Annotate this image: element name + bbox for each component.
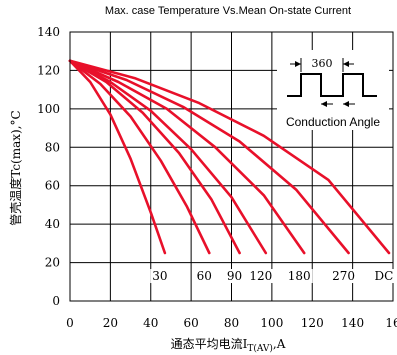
x-tick-label: 60 <box>183 316 198 330</box>
x-tick-label: 0 <box>66 316 74 330</box>
series-label-270: 270 <box>332 269 355 283</box>
series-label-120: 120 <box>249 269 272 283</box>
series-line-DC <box>68 59 391 255</box>
y-axis-label: 管壳温度Tc(max),°C <box>8 110 23 225</box>
x-tick-label: 20 <box>103 316 118 330</box>
x-tick-label: 40 <box>143 316 158 330</box>
angle-arrowhead-right <box>343 61 349 67</box>
x-tick-label: 120 <box>301 316 324 330</box>
y-tick-label: 80 <box>45 140 60 154</box>
series-label-90: 90 <box>227 269 242 283</box>
x-tick-label: 100 <box>260 316 283 330</box>
series-line-120 <box>68 59 268 255</box>
x-tick-label: 140 <box>341 316 364 330</box>
x-tick-label: 16 <box>385 316 397 330</box>
series-label-30: 30 <box>152 269 167 283</box>
series-line-30 <box>68 59 167 255</box>
y-tick-label: 40 <box>45 217 60 231</box>
y-tick-label: 20 <box>45 256 60 270</box>
series-label-bg <box>372 269 396 284</box>
series-label-DC: DC <box>375 269 394 283</box>
series-label-bg <box>285 269 313 284</box>
inset-caption: Conduction Angle <box>286 115 380 129</box>
series-line-90 <box>68 59 241 255</box>
series-labels: 30 60 90 120 180 270 DC <box>150 269 396 284</box>
angle-arrowhead-left <box>295 61 301 67</box>
conduction-arrowhead-right <box>343 101 349 107</box>
y-tick-label: 60 <box>45 179 60 193</box>
series-line-270 <box>68 59 350 255</box>
series-line-180 <box>68 59 306 255</box>
series-label-bg <box>150 269 170 284</box>
x-axis-label: 通态平均电流IT(AV),A <box>171 337 286 354</box>
conduction-angle-inset: 360 Conduction Angle <box>277 50 389 130</box>
series-label-bg <box>247 269 275 284</box>
y-tick-labels: 0 20 40 60 80 100 120 140 <box>37 25 60 308</box>
series-lines <box>68 59 391 255</box>
series-label-bg <box>330 269 358 284</box>
chart-title: Max. case Temperature Vs.Mean On-state C… <box>105 5 351 17</box>
x-axis-label-main: 通态平均电流I <box>171 337 248 351</box>
y-tick-label: 120 <box>37 63 60 77</box>
series-label-bg <box>194 269 214 284</box>
y-tick-label: 140 <box>37 25 60 39</box>
y-tick-label: 100 <box>37 102 60 116</box>
y-tick-label: 0 <box>52 294 60 308</box>
x-axis-label-unit: ,A <box>273 337 286 351</box>
x-axis-label-sub: T(AV) <box>247 343 273 354</box>
plot-frame <box>69 31 394 302</box>
x-tick-labels: 0 20 40 60 80 100 120 140 16 <box>66 316 397 330</box>
series-label-60: 60 <box>197 269 212 283</box>
conduction-arrowhead-left <box>321 101 327 107</box>
series-line-60 <box>68 59 211 255</box>
x-tick-label: 80 <box>224 316 239 330</box>
angle-value: 360 <box>312 57 333 70</box>
conduction-waveform <box>287 73 377 97</box>
series-label-180: 180 <box>288 269 311 283</box>
series-label-bg <box>224 269 245 284</box>
